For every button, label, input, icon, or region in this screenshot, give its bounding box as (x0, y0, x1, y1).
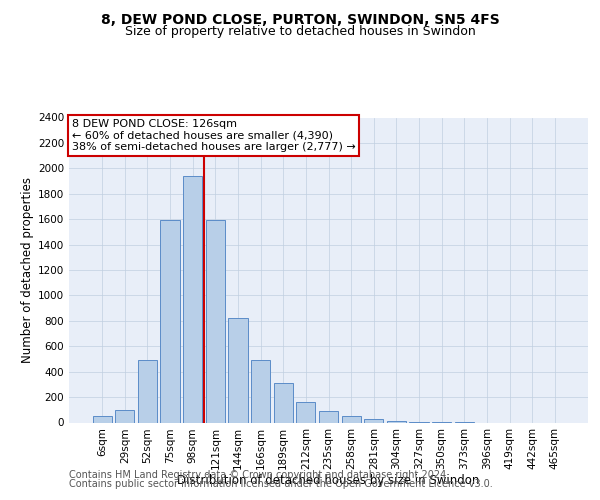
Bar (319, 411, 338, 422)
Bar (296, 402, 316, 422)
Bar (160, 220, 180, 422)
Text: Contains HM Land Registry data © Crown copyright and database right 2024.: Contains HM Land Registry data © Crown c… (69, 470, 449, 480)
Bar (206, 220, 225, 422)
Bar (341, 416, 361, 422)
Bar (364, 418, 383, 422)
Bar (387, 421, 406, 422)
Bar (274, 383, 293, 422)
Text: 8 DEW POND CLOSE: 126sqm
← 60% of detached houses are smaller (4,390)
38% of sem: 8 DEW POND CLOSE: 126sqm ← 60% of detach… (71, 119, 355, 152)
Y-axis label: Number of detached properties: Number of detached properties (21, 177, 34, 363)
Text: Size of property relative to detached houses in Swindon: Size of property relative to detached ho… (125, 25, 475, 38)
Bar (183, 176, 202, 422)
Bar (251, 360, 270, 422)
Bar (138, 360, 157, 422)
Text: Contains public sector information licensed under the Open Government Licence v3: Contains public sector information licen… (69, 479, 493, 489)
Bar (229, 318, 248, 422)
Bar (115, 410, 134, 422)
Bar (92, 416, 112, 422)
Text: 8, DEW POND CLOSE, PURTON, SWINDON, SN5 4FS: 8, DEW POND CLOSE, PURTON, SWINDON, SN5 … (101, 12, 499, 26)
X-axis label: Distribution of detached houses by size in Swindon: Distribution of detached houses by size … (178, 474, 479, 486)
